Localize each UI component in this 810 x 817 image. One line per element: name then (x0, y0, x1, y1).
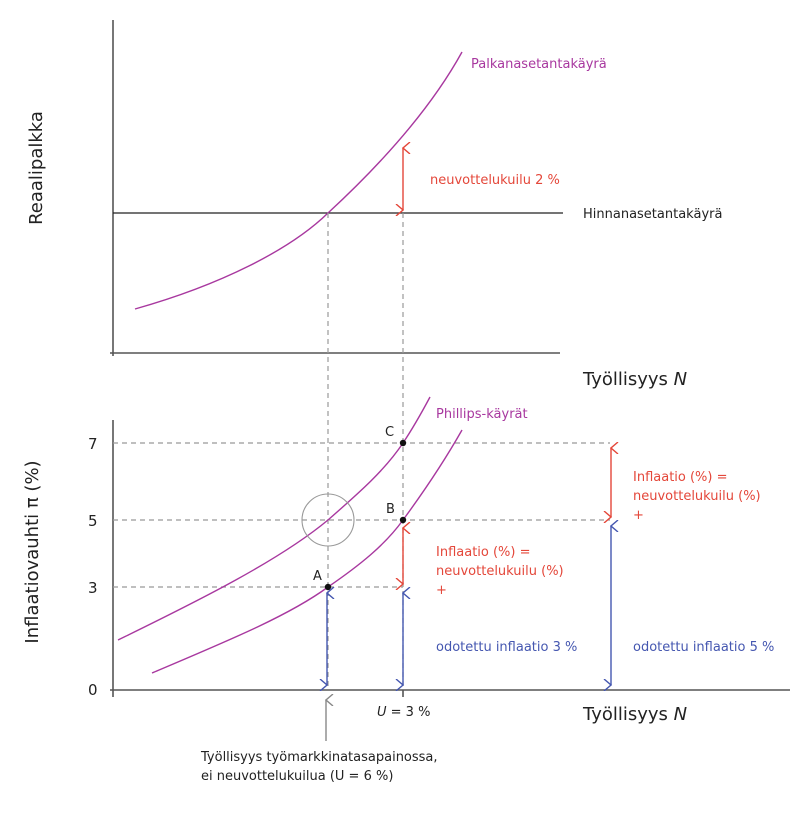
y-tick-5: 5 (88, 512, 98, 530)
top-x-label: Työllisyys N (582, 369, 687, 390)
point-b (399, 516, 407, 524)
gap-label-2-line-3: + (633, 508, 644, 523)
bargaining-gap-label: neuvottelukuilu 2 % (430, 173, 560, 188)
point-a (324, 583, 332, 591)
expected-label-1: odotettu inflaatio 3 % (436, 640, 577, 655)
point-c (399, 439, 407, 447)
equilibrium-note-line-1: Työllisyys työmarkkinatasapainossa, (200, 750, 438, 765)
phillips-curves-label: Phillips-käyrät (436, 407, 528, 422)
y-tick-0: 0 (88, 681, 98, 699)
top-panel: Reaalipalkka Työllisyys N Hinnanasetanta… (26, 20, 722, 390)
phillips-curve-lower (151, 429, 463, 674)
equilibrium-note: Työllisyys työmarkkinatasapainossa, ei n… (200, 750, 438, 784)
gap-label-2-line-2: neuvottelukuilu (%) (633, 489, 761, 504)
y-tick-7: 7 (88, 435, 98, 453)
bottom-y-label: Inflaatiovauhti π (%) (22, 460, 43, 643)
expected-label-2: odotettu inflaatio 5 % (633, 640, 774, 655)
price-curve-label: Hinnanasetantakäyrä (583, 207, 722, 222)
top-y-label: Reaalipalkka (26, 111, 47, 225)
equilibrium-circle (301, 493, 355, 547)
gap-label-1-line-3: + (436, 583, 447, 598)
y-tick-3: 3 (88, 579, 98, 597)
gap-label-2: Inflaatio (%) = neuvottelukuilu (%) + (633, 470, 761, 523)
gap-label-1-line-1: Inflaatio (%) = (436, 545, 531, 560)
wage-setting-curve (134, 51, 463, 310)
point-c-label: C (385, 425, 394, 440)
gap-label-1-line-2: neuvottelukuilu (%) (436, 564, 564, 579)
point-a-label: A (313, 569, 322, 584)
bottom-x-label: Työllisyys N (582, 704, 687, 725)
equilibrium-note-line-2: ei neuvottelukuilua (U = 6 %) (201, 769, 393, 784)
u3-label: U = 3 % (377, 705, 430, 720)
gap-label-1: Inflaatio (%) = neuvottelukuilu (%) + (436, 545, 564, 598)
wage-curve-label: Palkanasetantakäyrä (471, 57, 607, 72)
phillips-curve-upper (117, 396, 431, 641)
gap-label-2-line-1: Inflaatio (%) = (633, 470, 728, 485)
point-b-label: B (386, 502, 395, 517)
bottom-panel: Inflaatiovauhti π (%) Työllisyys N 7 5 3… (22, 396, 790, 784)
